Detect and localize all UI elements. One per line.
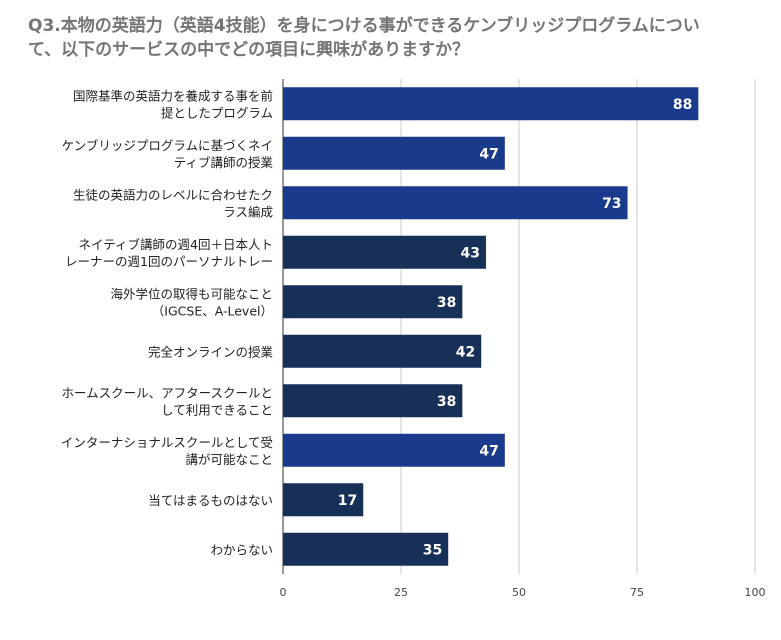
bar [283, 483, 364, 517]
category-label: 提としたプログラム [161, 105, 273, 120]
category-label: 当てはまるものはない [148, 493, 273, 508]
bar [283, 334, 482, 368]
bar-value-label: 42 [456, 344, 475, 360]
category-label: 完全オンラインの授業 [148, 344, 274, 359]
category-label: ケンブリッジプログラムに基づくネイ [62, 138, 273, 153]
bar [283, 186, 628, 220]
category-label: ティブ講師の授業 [174, 155, 274, 170]
bar [283, 433, 505, 467]
bar-value-label: 73 [602, 196, 621, 212]
bar-value-label: 47 [479, 443, 498, 459]
x-tick-label: 25 [394, 586, 408, 599]
x-tick-label: 100 [745, 586, 766, 599]
chart-title-box: Q3.本物の英語力（英語4技能）を身につける事ができるケンブリッジプログラムにつ… [28, 14, 768, 62]
category-label: して利用できること [161, 402, 273, 417]
bar-value-label: 38 [437, 295, 456, 311]
bar [283, 235, 486, 269]
bar-value-label: 88 [673, 97, 692, 113]
x-tick-label: 0 [280, 586, 287, 599]
category-label: ホームスクール、アフタースクールと [61, 385, 273, 400]
bar-value-label: 38 [437, 394, 456, 410]
category-label: 講が可能なこと [185, 452, 273, 467]
chart-title-line-1: Q3.本物の英語力（英語4技能）を身につける事ができるケンブリッジプログラムにつ… [28, 16, 700, 36]
x-tick-label: 75 [630, 586, 644, 599]
bar-value-label: 47 [479, 146, 498, 162]
category-label: わからない [210, 542, 273, 557]
category-label: ラス編成 [223, 204, 273, 219]
bar-value-label: 43 [460, 245, 479, 261]
bar-value-label: 17 [338, 493, 357, 509]
bar [283, 87, 699, 121]
bar [283, 136, 505, 170]
chart-title-line-2: て、以下のサービスの中でどの項目に興味がありますか？ [28, 40, 470, 60]
x-tick-label: 50 [512, 586, 526, 599]
bar-value-label: 35 [423, 542, 442, 558]
bar [283, 285, 463, 319]
bar [283, 532, 449, 566]
bar [283, 384, 463, 418]
category-label: インターナショナルスクールとして受 [61, 435, 273, 450]
category-label: ネイティブ講師の週4回＋日本人ト [79, 237, 273, 252]
category-label: 国際基準の英語力を養成する事を前 [73, 88, 273, 103]
category-label: 生徒の英語力のレベルに合わせたク [73, 187, 273, 202]
category-label: 海外学位の取得も可能なこと [110, 286, 273, 301]
category-label: レーナーの週1回のパーソナルトレー [65, 254, 273, 269]
category-label: （IGCSE、A-Level） [152, 303, 273, 318]
